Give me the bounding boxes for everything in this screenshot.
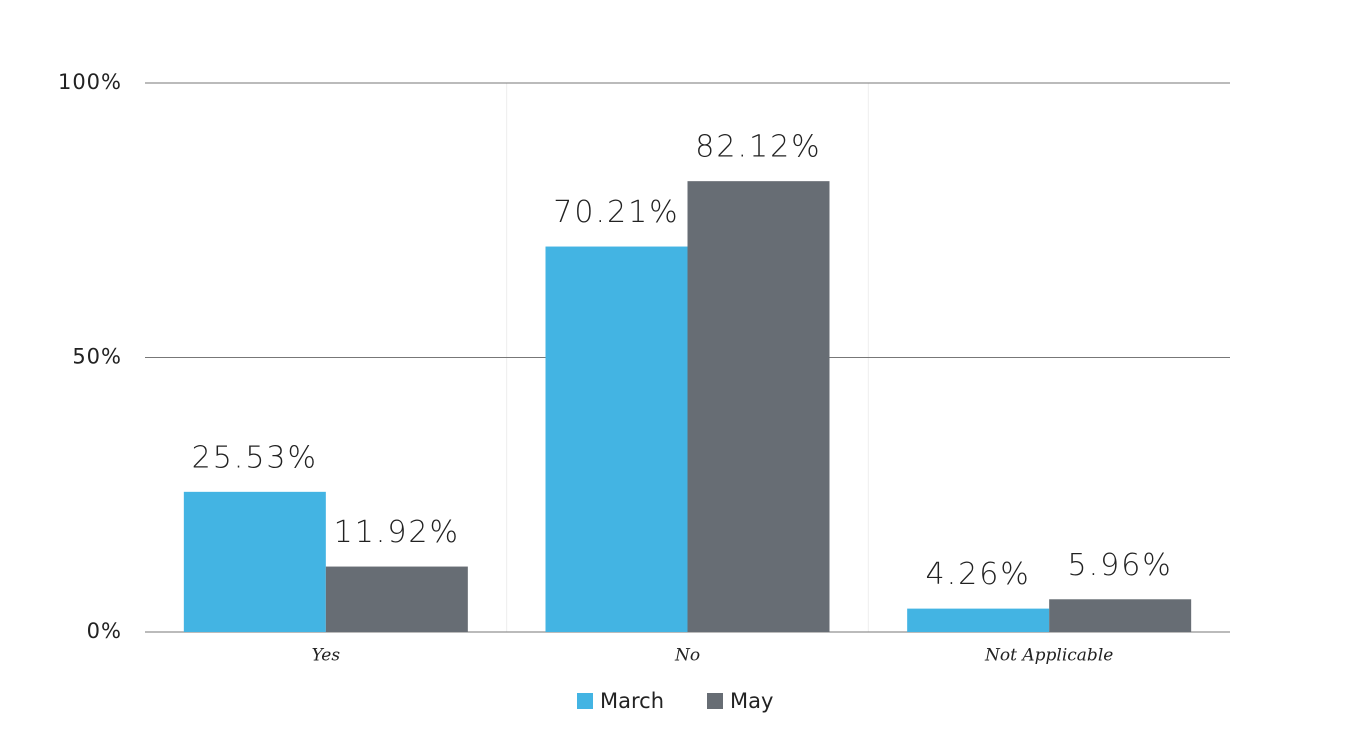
- value-label: 4.26%: [926, 557, 1031, 592]
- value-label: 70.21%: [553, 195, 679, 230]
- bar: [907, 608, 1050, 632]
- legend-label: March: [600, 689, 664, 713]
- legend-swatch: [707, 693, 723, 709]
- y-tick-label: 100%: [58, 70, 122, 94]
- bar: [1049, 599, 1192, 632]
- value-label: 5.96%: [1068, 548, 1173, 583]
- x-tick-label: Not Applicable: [984, 646, 1113, 666]
- bar: [545, 246, 688, 632]
- x-tick-label: Yes: [312, 646, 341, 666]
- x-tick-label: No: [674, 646, 700, 666]
- legend-label: May: [730, 689, 773, 713]
- bar: [687, 181, 830, 632]
- legend-swatch: [577, 693, 593, 709]
- value-label: 11.92%: [334, 515, 460, 550]
- bar: [183, 491, 326, 632]
- bar: [325, 566, 468, 632]
- value-label: 82.12%: [695, 130, 821, 165]
- y-tick-label: 0%: [87, 619, 122, 643]
- y-tick-label: 50%: [72, 345, 122, 369]
- value-label: 25.53%: [192, 440, 318, 475]
